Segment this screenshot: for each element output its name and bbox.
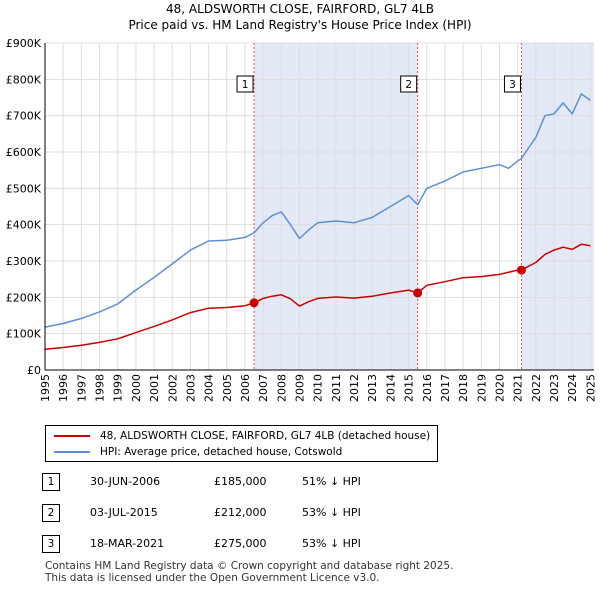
x-tick-label: 2015 xyxy=(403,374,416,402)
y-tick-label: £900K xyxy=(6,37,42,50)
y-tick-label: £300K xyxy=(6,255,42,268)
y-tick-label: £200K xyxy=(6,291,42,304)
sale-hpi-diff: 51% ↓ HPI xyxy=(302,475,361,488)
y-tick-label: £400K xyxy=(6,219,42,232)
x-tick-label: 2008 xyxy=(275,374,288,402)
sale-marker-label: 1 xyxy=(242,79,249,91)
chart-title-line2: Price paid vs. HM Land Registry's House … xyxy=(128,18,472,32)
sale-price: £275,000 xyxy=(214,537,267,550)
y-tick-label: £600K xyxy=(6,146,42,159)
y-tick-label: £100K xyxy=(6,328,42,341)
x-tick-label: 2021 xyxy=(512,374,525,402)
x-tick-label: 2007 xyxy=(257,374,270,402)
x-tick-label: 2019 xyxy=(475,374,488,402)
chart-title-line1: 48, ALDSWORTH CLOSE, FAIRFORD, GL7 4LB xyxy=(166,2,434,16)
series-line-hpi xyxy=(44,93,591,328)
price-chart: £0 £100K £200K £300K £400K £500K £600K £700K £80… xyxy=(6,37,598,402)
sale-point xyxy=(249,298,259,308)
sale-marker-box xyxy=(503,75,521,93)
x-tick-label: 2012 xyxy=(348,374,361,402)
y-tick-label: £700K xyxy=(6,110,42,123)
legend-item-hpi: HPI: Average price, detached house, Cots… xyxy=(54,444,342,460)
x-tick-label: 2011 xyxy=(330,374,343,402)
sale-marker-label: 3 xyxy=(509,79,516,91)
x-tick-label: 2006 xyxy=(239,374,252,402)
sale-price: £212,000 xyxy=(214,506,267,519)
x-tick-label: 2014 xyxy=(384,374,397,402)
sale-number-badge: 3 xyxy=(42,535,60,553)
sale-marker-box xyxy=(400,75,418,93)
x-tick-label: 2024 xyxy=(566,374,579,402)
sale-marker-box xyxy=(236,75,254,93)
sale-date: 03-JUL-2015 xyxy=(90,506,158,519)
legend-label-property: 48, ALDSWORTH CLOSE, FAIRFORD, GL7 4LB (… xyxy=(100,430,431,442)
sale-date: 18-MAR-2021 xyxy=(90,537,165,550)
x-tick-label: 2004 xyxy=(203,374,216,402)
x-tick-label: 2009 xyxy=(294,374,307,402)
x-tick-label: 2002 xyxy=(166,374,179,402)
sale-point xyxy=(516,265,526,275)
x-tick-label: 2020 xyxy=(493,374,506,402)
sale-row: 3 18-MAR-2021 £275,000 53% ↓ HPI xyxy=(42,535,462,555)
x-tick-label: 1996 xyxy=(57,374,70,402)
footer-licence: This data is licensed under the Open Gov… xyxy=(45,572,380,584)
x-tick-label: 1999 xyxy=(112,374,125,402)
x-tick-label: 2005 xyxy=(221,374,234,402)
legend-swatch-property xyxy=(54,435,90,437)
y-tick-label: £0 xyxy=(27,364,41,377)
series-line-property xyxy=(44,243,591,351)
x-tick-label: 2001 xyxy=(148,374,161,402)
x-tick-label: 1997 xyxy=(75,374,88,402)
legend-label-hpi: HPI: Average price, detached house, Cots… xyxy=(100,446,343,458)
x-tick-label: 2000 xyxy=(130,374,143,402)
sale-number-badge: 2 xyxy=(42,504,60,522)
x-tick-label: 2003 xyxy=(184,374,197,402)
x-tick-label: 1998 xyxy=(94,374,107,402)
sale-row: 2 03-JUL-2015 £212,000 53% ↓ HPI xyxy=(42,504,462,524)
legend-item-property: 48, ALDSWORTH CLOSE, FAIRFORD, GL7 4LB (… xyxy=(54,428,430,444)
x-tick-label: 2025 xyxy=(584,374,597,402)
y-tick-label: £800K xyxy=(6,73,42,86)
sale-hpi-diff: 53% ↓ HPI xyxy=(302,537,361,550)
y-tick-label: £500K xyxy=(6,182,42,195)
x-tick-label: 2018 xyxy=(457,374,470,402)
x-tick-label: 2017 xyxy=(439,374,452,402)
sale-hpi-diff: 53% ↓ HPI xyxy=(302,506,361,519)
shaded-region-2 xyxy=(521,43,594,370)
sale-marker-label: 2 xyxy=(405,79,412,91)
sale-row: 1 30-JUN-2006 £185,000 51% ↓ HPI xyxy=(42,473,462,493)
sale-price: £185,000 xyxy=(214,475,267,488)
x-tick-label: 2013 xyxy=(366,374,379,402)
x-tick-label: 2010 xyxy=(312,374,325,402)
x-tick-label: 2022 xyxy=(530,374,543,402)
sale-point xyxy=(413,288,423,298)
chart-legend: 48, ALDSWORTH CLOSE, FAIRFORD, GL7 4LB (… xyxy=(45,425,438,462)
sale-date: 30-JUN-2006 xyxy=(90,475,161,488)
x-tick-label: 2023 xyxy=(548,374,561,402)
legend-swatch-hpi xyxy=(54,451,90,453)
x-tick-label: 2016 xyxy=(421,374,434,402)
x-tick-label: 1995 xyxy=(39,374,52,402)
footer-copyright: Contains HM Land Registry data © Crown c… xyxy=(45,560,454,572)
sale-number-badge: 1 xyxy=(42,473,60,491)
